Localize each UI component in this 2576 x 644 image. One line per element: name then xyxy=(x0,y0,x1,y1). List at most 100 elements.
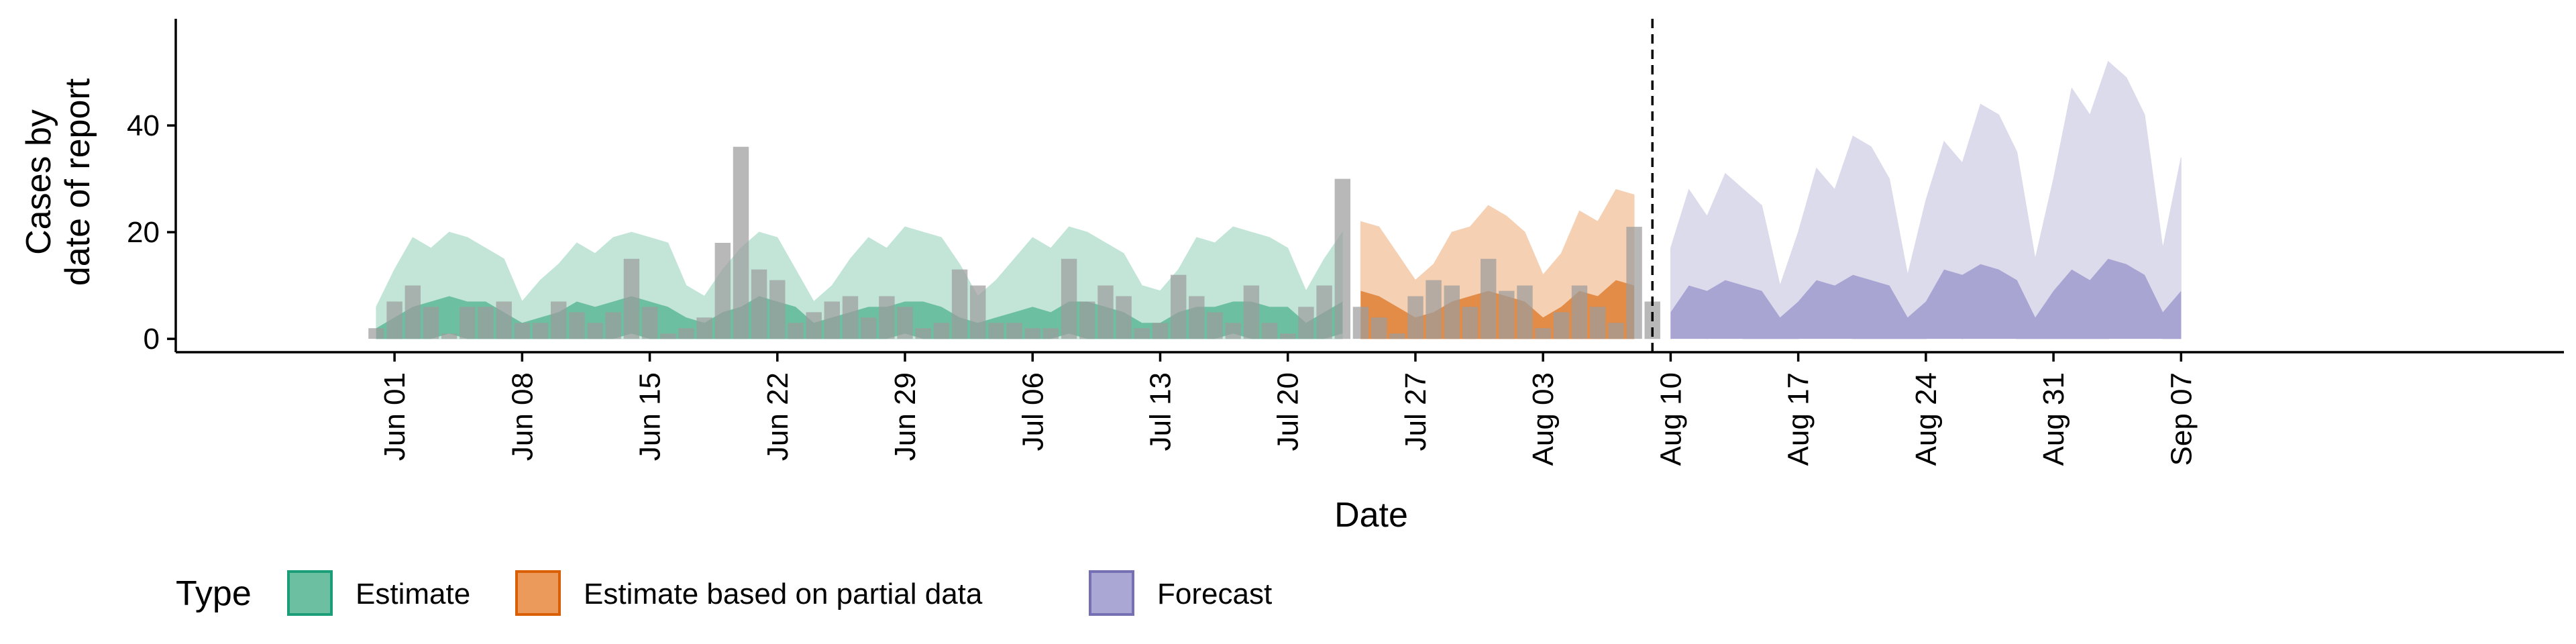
reported-bar xyxy=(1116,296,1132,339)
reported-bar xyxy=(514,323,531,339)
reported-bar xyxy=(386,301,402,339)
reported-bar xyxy=(879,296,895,339)
reported-bar xyxy=(1389,333,1405,339)
y-axis-title-text: Cases bydate of report xyxy=(19,78,97,286)
legend-key xyxy=(287,570,333,616)
reported-bar xyxy=(696,317,712,339)
reported-bar xyxy=(1042,328,1059,339)
x-tick-label: Jul 13 xyxy=(1144,372,1177,451)
reported-bar xyxy=(660,333,676,339)
x-tick-label: Jun 29 xyxy=(889,372,922,461)
reported-bar xyxy=(1024,328,1040,339)
reported-bar xyxy=(1462,307,1479,339)
reported-bar xyxy=(1134,328,1150,339)
reported-bar xyxy=(714,243,731,339)
x-tick-label: Jun 01 xyxy=(378,372,411,461)
legend-key xyxy=(515,570,561,616)
band-inner-forecast xyxy=(1670,258,2182,339)
x-tick-label: Jul 27 xyxy=(1399,372,1432,451)
reported-bar xyxy=(733,146,749,339)
reported-bar xyxy=(1334,178,1350,339)
reported-bar xyxy=(1152,323,1169,339)
reported-bar xyxy=(1352,307,1369,339)
reported-bar xyxy=(951,269,968,339)
x-tick-label: Aug 31 xyxy=(2037,372,2070,466)
reported-bar xyxy=(1316,285,1332,339)
x-tick-label: Aug 17 xyxy=(1782,372,1815,466)
reported-bar xyxy=(1626,227,1642,339)
reported-bar xyxy=(1171,274,1187,339)
axes: 0 20 40 Jun 01 Jun 08 Jun 15 Jun 22 Jun 29 Jul 0… xyxy=(127,19,2564,466)
x-tick-label: Jul 20 xyxy=(1272,372,1305,451)
y-tick-label: 40 xyxy=(127,109,160,142)
legend: Type Estimate Estimate based on partial da… xyxy=(176,570,1272,616)
legend-title: Type xyxy=(176,574,252,613)
reported-bar xyxy=(1426,280,1442,339)
y-axis-title-line: Cases by xyxy=(19,109,58,255)
reported-bar xyxy=(532,323,549,339)
x-tick-label: Aug 10 xyxy=(1654,372,1687,466)
reported-bar xyxy=(441,333,458,339)
reported-bar xyxy=(1298,307,1314,339)
reported-bar xyxy=(824,301,840,339)
reported-bar xyxy=(1535,328,1551,339)
reported-bar xyxy=(569,312,585,339)
reported-bar xyxy=(1207,312,1223,339)
reported-bar xyxy=(1079,301,1095,339)
reported-bar xyxy=(970,285,986,339)
reported-bar xyxy=(861,317,877,339)
y-tick-label: 0 xyxy=(144,323,160,356)
reported-bar xyxy=(1371,317,1387,339)
reported-bar xyxy=(405,285,421,339)
reported-bar xyxy=(1571,285,1588,339)
reported-bar xyxy=(915,328,931,339)
reported-bar xyxy=(806,312,822,339)
reported-bar xyxy=(1189,296,1205,339)
reported-bar xyxy=(496,301,512,339)
reported-bar xyxy=(1590,307,1606,339)
reported-bar xyxy=(988,323,1004,339)
x-tick-label: Aug 03 xyxy=(1527,372,1560,466)
reported-bar xyxy=(478,307,494,339)
interval-bands xyxy=(376,60,2182,339)
reported-bar xyxy=(1407,296,1424,339)
reported-bar xyxy=(1444,285,1460,339)
legend-label: Estimate based on partial data xyxy=(584,578,983,610)
x-tick-label: Jun 15 xyxy=(634,372,667,461)
legend-key xyxy=(1089,570,1134,616)
y-axis-title: Cases bydate of report xyxy=(19,78,97,286)
reported-bar xyxy=(1225,323,1241,339)
reported-bar xyxy=(1243,285,1260,339)
reported-bar xyxy=(678,328,694,339)
y-axis-title-line: date of report xyxy=(58,78,97,286)
reported-bar xyxy=(460,307,476,339)
reported-bar xyxy=(605,312,621,339)
x-tick-label: Jun 22 xyxy=(761,372,794,461)
x-tick-label: Aug 24 xyxy=(1910,372,1943,466)
reported-bar xyxy=(623,258,640,339)
reported-bar xyxy=(933,323,950,339)
reported-bar xyxy=(641,307,658,339)
y-tick-label: 20 xyxy=(127,216,160,249)
reported-case-bars xyxy=(368,146,1660,339)
x-tick-label: Jul 06 xyxy=(1016,372,1049,451)
reported-bar xyxy=(769,280,786,339)
reported-bar xyxy=(551,301,567,339)
reported-bar xyxy=(1097,285,1114,339)
reported-bar xyxy=(1553,312,1570,339)
legend-label: Forecast xyxy=(1157,578,1272,610)
reported-bar xyxy=(423,307,439,339)
x-tick-label: Sep 07 xyxy=(2165,372,2198,466)
legend-label: Estimate xyxy=(356,578,470,610)
reported-bar xyxy=(587,323,603,339)
reported-bar xyxy=(1481,258,1497,339)
x-axis-title: Date xyxy=(1334,496,1408,535)
x-tick-label: Jun 08 xyxy=(506,372,539,461)
reported-bar xyxy=(1261,323,1278,339)
reported-bar xyxy=(368,328,384,339)
reported-bar xyxy=(1517,285,1533,339)
reported-bar xyxy=(1280,333,1296,339)
reported-bar xyxy=(1061,258,1077,339)
reported-bar xyxy=(842,296,859,339)
